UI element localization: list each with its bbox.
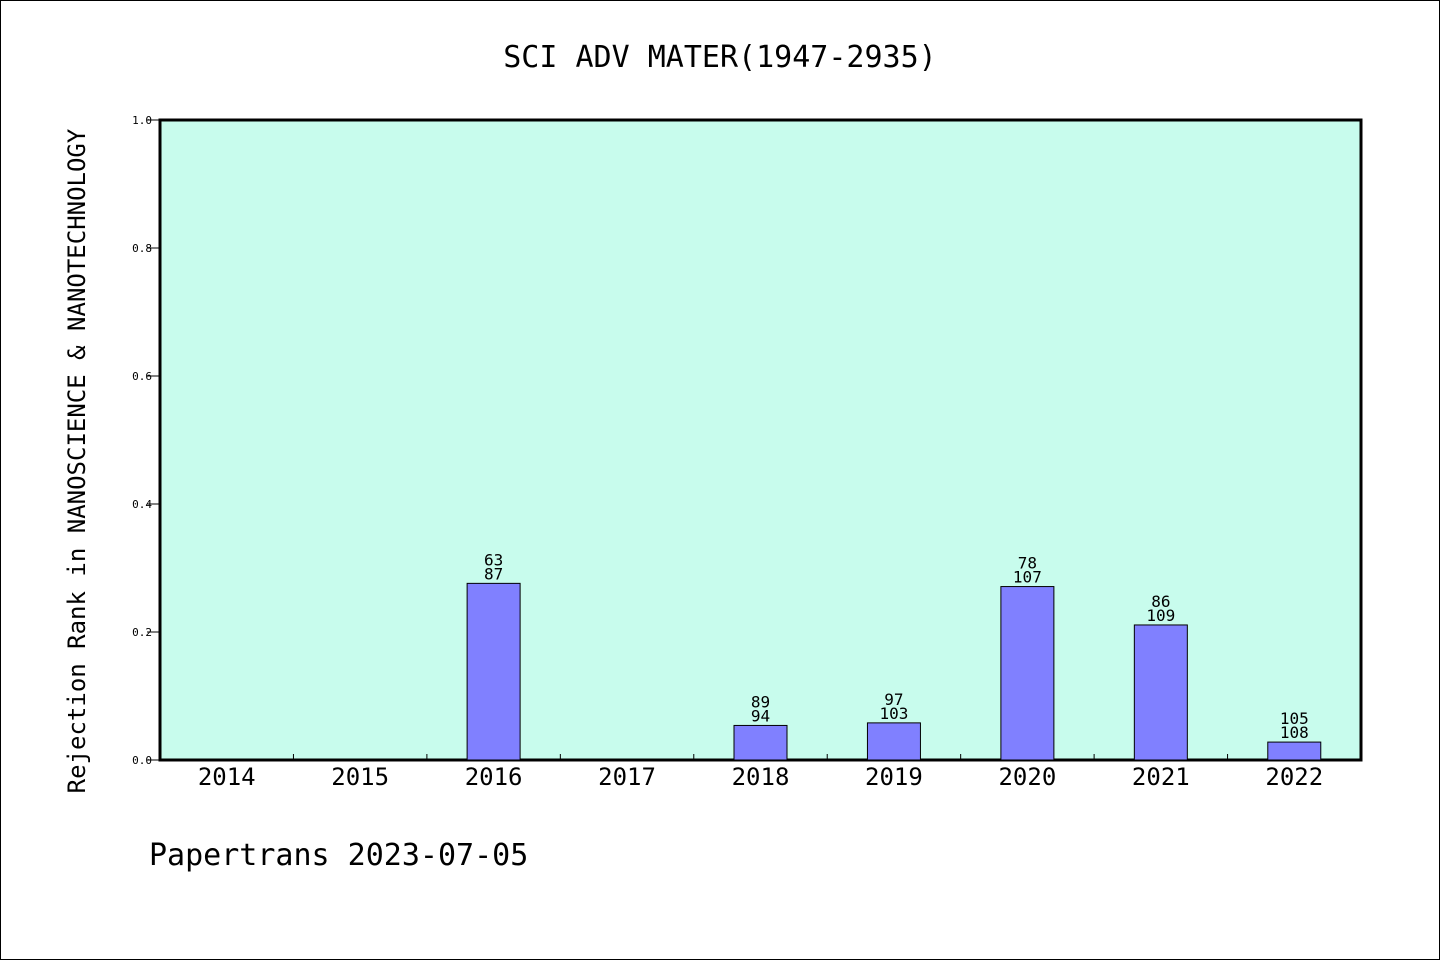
y-tick-label: 0.2	[132, 626, 152, 639]
x-tick-label: 2015	[331, 763, 389, 791]
x-tick-label: 2017	[598, 763, 656, 791]
chart-title: SCI ADV MATER(1947-2935)	[503, 40, 936, 75]
bar-2022	[1267, 741, 1322, 761]
bar-2016	[466, 582, 521, 761]
bar-data-label: 63	[484, 550, 503, 569]
y-tick-label: 0.6	[132, 370, 152, 383]
bar-2019	[866, 722, 921, 761]
y-tick-label: 1.0	[132, 114, 152, 127]
x-tick-label: 2014	[198, 763, 256, 791]
y-axis-label: Rejection Rank in NANOSCIENCE & NANOTECH…	[63, 128, 91, 793]
x-axis-ticks: 2014 2015 2016 2017 2018 2019 2020 2021 2022	[198, 754, 1323, 791]
x-tick-label: 2022	[1265, 763, 1323, 791]
x-tick-label: 2019	[865, 763, 923, 791]
bar-2021	[1133, 624, 1188, 761]
y-axis-ticks: 0.0 0.2 0.4 0.6 0.8 1.0	[132, 114, 160, 767]
bar-data-label: 78	[1018, 554, 1037, 573]
bars-group	[466, 582, 1322, 761]
bar-2018	[733, 724, 788, 761]
y-tick-label: 0.0	[132, 754, 152, 767]
bar-data-label: 86	[1151, 592, 1170, 611]
bar-data-label: 109	[1146, 606, 1175, 625]
x-tick-label: 2021	[1132, 763, 1190, 791]
bar-data-label: 94	[751, 706, 770, 725]
bar-data-label: 97	[884, 690, 903, 709]
y-tick-label: 0.8	[132, 242, 152, 255]
bar-data-label: 89	[751, 692, 770, 711]
bar-data-label: 103	[879, 704, 908, 723]
y-tick-label: 0.4	[132, 498, 152, 511]
x-tick-label: 2020	[998, 763, 1056, 791]
bar-data-label: 107	[1013, 568, 1042, 587]
bar-data-label: 87	[484, 564, 503, 583]
x-tick-label: 2018	[732, 763, 790, 791]
footer-text: Papertrans 2023-07-05	[149, 838, 528, 873]
bar-data-label: 108	[1280, 723, 1309, 742]
x-tick-label: 2016	[465, 763, 523, 791]
bar-data-label: 105	[1280, 709, 1309, 728]
bar-2020	[1000, 586, 1055, 761]
